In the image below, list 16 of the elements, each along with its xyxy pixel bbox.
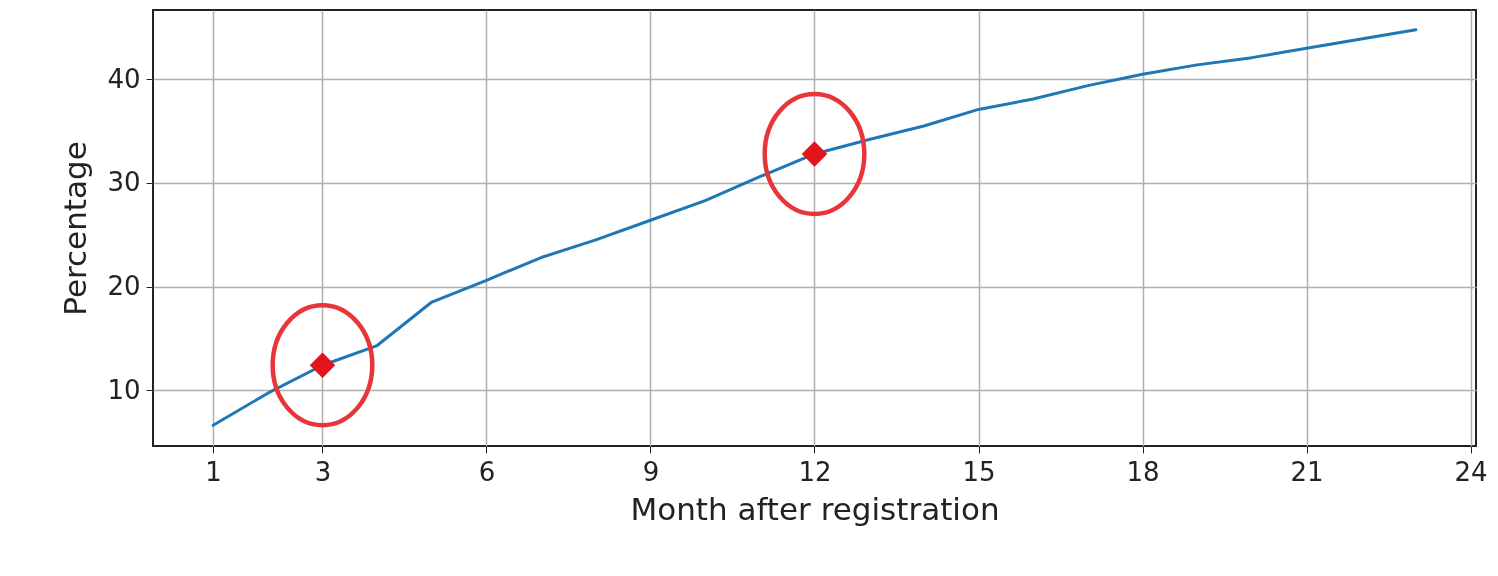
x-tick-label: 21 — [1290, 456, 1324, 487]
x-tick-label: 9 — [642, 456, 660, 487]
y-tick-label: 10 — [107, 374, 141, 405]
y-tick-label: 30 — [107, 167, 141, 198]
x-tick-label: 12 — [798, 456, 832, 487]
x-axis-title: Month after registration — [630, 490, 1000, 527]
x-tick-label: 6 — [478, 456, 496, 487]
y-tick-label: 20 — [107, 271, 141, 302]
x-tick-label: 18 — [1126, 456, 1160, 487]
y-axis-title: Percentage — [57, 141, 94, 316]
x-tick-label: 15 — [962, 456, 996, 487]
x-tick-label: 24 — [1454, 456, 1488, 487]
y-tick-label: 40 — [107, 63, 141, 94]
x-tick-label: 3 — [314, 456, 332, 487]
x-tick-label: 1 — [205, 456, 222, 487]
line-series — [211, 28, 1418, 427]
